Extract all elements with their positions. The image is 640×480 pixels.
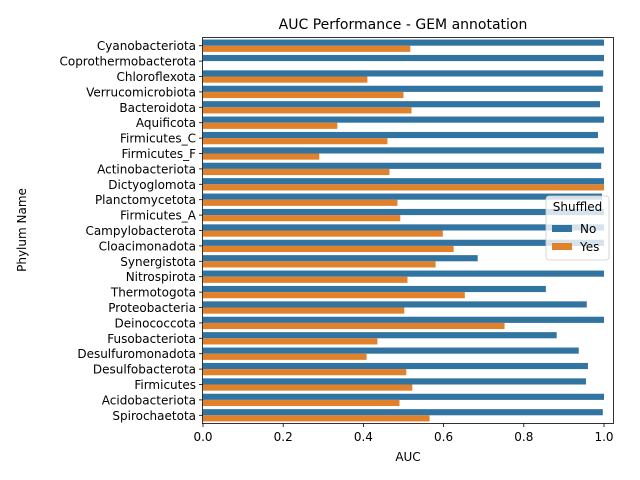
y-tick-label: Deinococcota — [115, 316, 196, 330]
y-axis-ticks: Cyanobacteriota CoprothermobacterotaChlor… — [59, 39, 203, 423]
bar-no-cloacimonadota — [203, 239, 604, 246]
bar-no-verrucomicrobiota — [203, 85, 603, 92]
bar-yes-desulfuromonadota — [203, 353, 367, 360]
legend-swatch-no — [552, 225, 572, 232]
x-tick-label: 0.8 — [514, 430, 533, 444]
x-tick-label: 1.0 — [594, 430, 613, 444]
bar-no-proteobacteria — [203, 301, 587, 308]
y-tick-label: Campylobacterota — [85, 224, 196, 238]
bar-yes-campylobacterota — [203, 230, 443, 237]
bar-no-thermotogota — [203, 285, 546, 293]
bar-yes-spirochaetota — [203, 415, 430, 422]
legend-label-yes: Yes — [579, 240, 599, 254]
bar-no-dictyoglomota — [203, 178, 604, 185]
bar-yes-firmicutes_a — [203, 215, 401, 222]
bar-yes-actinobacteriota — [203, 168, 390, 176]
bar-no-firmicutes_f — [203, 147, 604, 154]
y-tick-label: Fusobacteriota — [107, 332, 196, 346]
x-tick-label: 0.2 — [274, 430, 293, 444]
bar-yes-nitrospirota — [203, 276, 408, 283]
bar-yes-verrucomicrobiota — [203, 91, 404, 99]
bar-yes-aquificota — [203, 122, 338, 129]
bar-yes-cyanobacteriota — [203, 45, 411, 52]
bar-yes-thermotogota — [203, 292, 465, 299]
x-tick-label: 0.0 — [193, 430, 212, 444]
y-tick-label: Desulfuromonadota — [77, 347, 196, 361]
y-tick-label: Firmicutes_C — [120, 132, 196, 146]
bar-no-campylobacterota — [203, 224, 604, 231]
bar-no-desulfuromonadota — [203, 347, 579, 354]
bar-no-aquificota — [203, 116, 604, 123]
y-tick-label: Firmicutes_F — [121, 147, 196, 161]
bar-no-planctomycetota — [203, 193, 602, 200]
bar-yes-bacteroidota — [203, 107, 412, 114]
bar-yes-firmicutes — [203, 384, 413, 391]
chart-title: AUC Performance - GEM annotation — [279, 17, 528, 33]
y-tick-label: Proteobacteria — [108, 301, 196, 315]
legend-title: Shuffled — [553, 200, 602, 214]
y-tick-label: Thermotogota — [110, 286, 196, 300]
y-tick-label: Firmicutes_A — [120, 209, 197, 223]
y-tick-label: Cloacimonadota — [99, 239, 196, 253]
y-tick-label: Chloroflexota — [116, 70, 196, 84]
y-tick-label: Cyanobacteriota — [97, 39, 196, 53]
bar-no-synergistota — [203, 255, 478, 262]
bar-yes-chloroflexota — [203, 76, 368, 83]
bar-yes-fusobacteriota — [203, 338, 378, 345]
bar-yes-firmicutes_f — [203, 153, 320, 160]
bar-yes-synergistota — [203, 261, 436, 268]
y-tick-label: Desulfobacterota — [93, 363, 196, 377]
bar-no-nitrospirota — [203, 270, 604, 277]
bar-yes-acidobacteriota — [203, 399, 400, 407]
bar-yes-desulfobacterota — [203, 369, 407, 376]
bar-no-acidobacteriota — [203, 393, 604, 400]
bar-no-firmicutes_c — [203, 131, 598, 139]
bar-no-actinobacteriota — [203, 162, 602, 169]
plot-frame — [202, 37, 614, 424]
y-tick-label: Dictyoglomota — [108, 178, 196, 192]
bar-yes-dictyoglomota — [203, 184, 604, 191]
y-axis-title: Phylum Name — [15, 188, 29, 272]
bar-no-coprothermobacterota — [203, 54, 604, 62]
y-tick-label: Bacteroidota — [119, 101, 196, 115]
y-tick-label: Acidobacteriota — [102, 393, 196, 407]
y-tick-label: Planctomycetota — [95, 193, 196, 207]
bar-no-desulfobacterota — [203, 362, 588, 370]
bar-no-firmicutes_a — [203, 208, 604, 216]
bar-no-firmicutes — [203, 378, 586, 385]
bar-yes-cloacimonadota — [203, 245, 454, 253]
x-axis-ticks: 0.0 0.2 0.4 0.6 0.8 1.0 — [193, 423, 614, 444]
bar-no-fusobacteriota — [203, 332, 557, 339]
y-tick-label: Actinobacteriota — [97, 162, 196, 176]
x-axis-title: AUC — [395, 450, 420, 464]
y-tick-label: Nitrospirota — [126, 270, 196, 284]
y-tick-label: Aquificota — [136, 116, 196, 130]
x-tick-label: 0.4 — [354, 430, 373, 444]
bar-no-bacteroidota — [203, 101, 600, 108]
y-tick-label: Spirochaetota — [112, 409, 196, 423]
bar-yes-firmicutes_c — [203, 138, 388, 145]
y-tick-label: Verrucomicrobiota — [86, 85, 196, 99]
legend: Shuffled No Yes — [545, 195, 610, 261]
legend-swatch-yes — [552, 243, 572, 250]
bar-yes-planctomycetota — [203, 199, 398, 206]
bars-group — [203, 39, 604, 422]
bar-yes-deinococcota — [203, 322, 505, 330]
bar-no-chloroflexota — [203, 70, 604, 77]
bar-no-cyanobacteriota — [203, 39, 604, 46]
legend-label-no: No — [580, 222, 596, 236]
y-tick-label: Firmicutes — [134, 378, 196, 392]
x-tick-label: 0.6 — [434, 430, 453, 444]
bar-no-spirochaetota — [203, 409, 603, 416]
y-tick-label: Synergistota — [120, 255, 196, 269]
bar-no-deinococcota — [203, 316, 604, 323]
bar-yes-proteobacteria — [203, 307, 405, 314]
y-tick-label: Coprothermobacterota — [59, 55, 196, 69]
